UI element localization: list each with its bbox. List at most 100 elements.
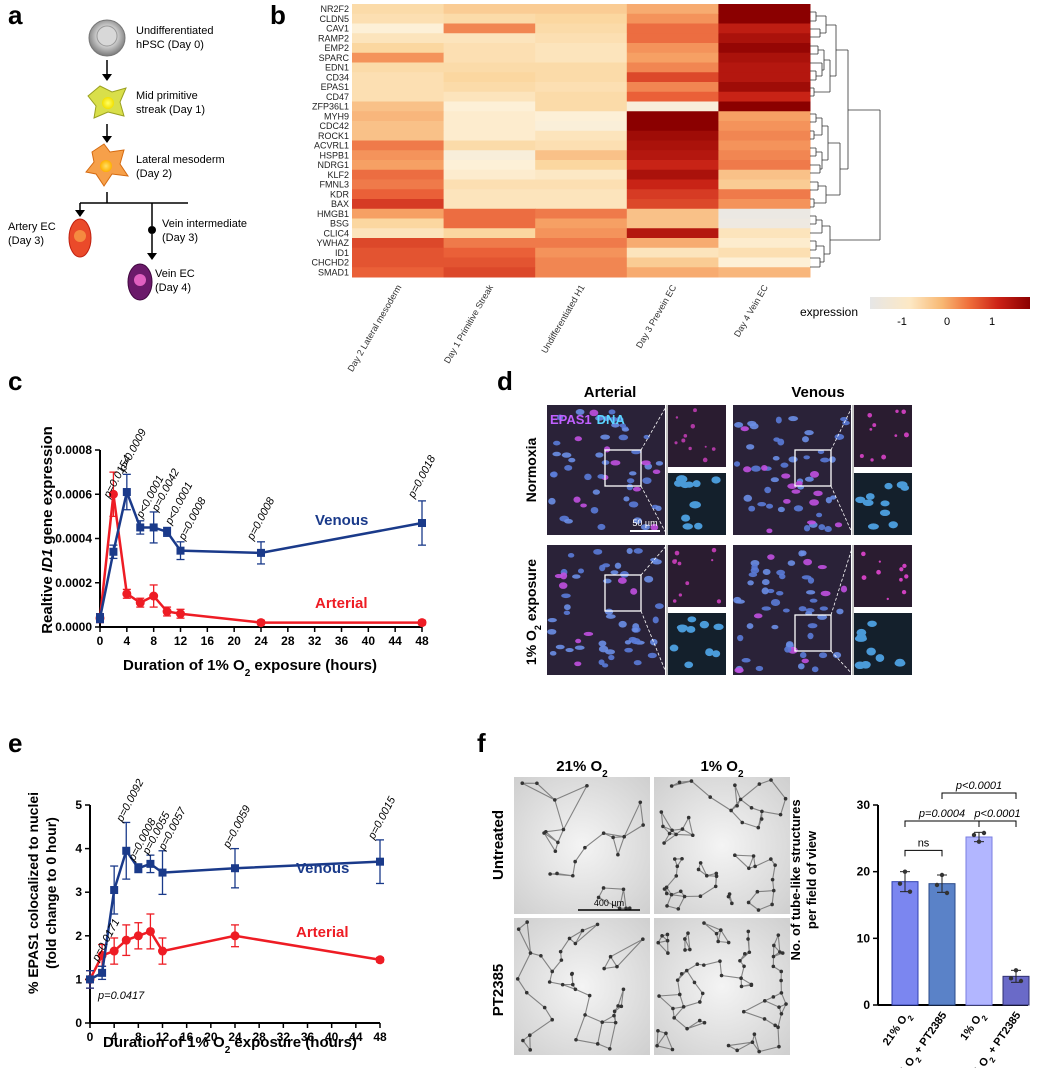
epas1-spot <box>904 574 909 579</box>
nucleus <box>552 451 562 457</box>
cell-cluster <box>521 1038 525 1043</box>
cell-cluster <box>612 1009 617 1014</box>
gene-label: BSG <box>330 219 349 229</box>
panel-f-col-1: 1% O2 <box>700 758 744 780</box>
heatmap-cell <box>535 72 628 83</box>
epas1-colocalization-chart: 0 4 8 12 16 20 24 28 32 36 40 44 48012345p=0.0171p=0… <box>75 777 398 1044</box>
y-tick-label: 3 <box>75 885 82 899</box>
heatmap-cell <box>443 238 536 249</box>
heatmap-cell <box>535 257 628 268</box>
heatmap-cell <box>626 101 719 112</box>
p-value-label: p=0.0009 <box>116 427 149 474</box>
cell-cluster <box>688 947 692 952</box>
nucleus <box>583 631 594 637</box>
heatmap-cell <box>626 189 719 200</box>
nucleus <box>782 608 790 613</box>
epas1-spot <box>870 458 874 462</box>
cell-cluster <box>686 931 690 936</box>
cell-cluster <box>735 1048 739 1053</box>
heatmap-cell <box>626 218 719 229</box>
epas1-spot <box>683 434 688 438</box>
nucleus <box>784 646 792 653</box>
x-tick-label: 40 <box>362 634 376 648</box>
panel-d-scalebar-label: 50 µm <box>632 518 657 528</box>
heatmap-cell <box>352 267 445 278</box>
nucleus <box>574 661 582 667</box>
cell-cluster <box>735 803 739 808</box>
cell-cluster <box>739 976 743 981</box>
replicate-point <box>981 830 987 836</box>
heatmap-cell <box>626 23 719 34</box>
cell-cluster <box>561 827 566 832</box>
legend-tick-neg1: -1 <box>897 316 907 328</box>
p-value-label: p=0.0059 <box>221 804 254 851</box>
nucleus <box>561 593 571 599</box>
dna-nucleus <box>867 620 877 627</box>
nucleus <box>840 416 848 422</box>
cell-cluster <box>569 972 574 976</box>
gene-label: KDR <box>330 189 350 199</box>
nucleus <box>771 624 779 630</box>
x-tick-label: 24 <box>254 634 268 648</box>
nucleus <box>610 460 621 466</box>
sig-label: ns <box>918 837 930 849</box>
heatmap-cell <box>535 140 628 151</box>
data-point <box>163 527 172 536</box>
cell-cluster <box>771 995 776 999</box>
heatmap-cell <box>352 160 445 171</box>
cell-cluster <box>611 835 615 840</box>
nucleus <box>628 636 637 643</box>
data-point <box>96 614 104 623</box>
heatmap-cell <box>535 169 628 180</box>
sig-bracket <box>941 792 1017 799</box>
nucleus <box>619 423 626 428</box>
nucleus <box>563 610 571 616</box>
heatmap-cell <box>352 111 445 122</box>
cell-cluster <box>746 937 750 941</box>
dna-nucleus <box>854 635 867 642</box>
cell-cluster <box>749 805 754 810</box>
data-point <box>110 886 119 895</box>
nucleus <box>557 414 564 421</box>
cell-cluster <box>548 872 552 876</box>
y-tick-label: 1 <box>75 972 82 986</box>
nucleus <box>560 572 568 580</box>
dna-nucleus <box>879 509 891 517</box>
heatmap-cell <box>718 160 811 171</box>
gene-label: EDN1 <box>325 63 349 73</box>
x-tick-label: 0 <box>87 1030 94 1044</box>
cell-cluster <box>573 987 578 992</box>
heatmap-cell <box>718 199 811 210</box>
nucleus <box>626 483 634 491</box>
epas1-spot <box>685 581 690 586</box>
cell-cluster <box>573 859 577 864</box>
nucleus <box>783 498 791 504</box>
cell-cluster <box>615 964 619 969</box>
replicate-point <box>976 839 982 844</box>
nucleus <box>825 496 832 504</box>
heatmap-cell <box>352 140 445 151</box>
cell-cluster <box>776 933 781 937</box>
cell-cluster <box>739 984 744 989</box>
heatmap-cell <box>626 111 719 122</box>
replicate-point <box>1013 968 1019 973</box>
nucleus <box>614 562 622 569</box>
replicate-point <box>944 890 950 896</box>
replicate-point <box>902 869 908 874</box>
cell-cluster <box>672 857 677 861</box>
nucleus <box>643 434 650 440</box>
nucleus <box>620 570 629 578</box>
epas1-spot <box>861 551 866 557</box>
nucleus <box>633 660 642 666</box>
heatmap-cell <box>626 169 719 180</box>
data-point <box>230 931 240 941</box>
x-tick-label: 40 <box>325 1030 339 1044</box>
heatmap-cell <box>718 189 811 200</box>
nucleus <box>734 667 744 674</box>
nucleus <box>795 480 803 487</box>
heatmap-cell <box>352 43 445 54</box>
zoom-box <box>604 574 642 612</box>
cell-cluster <box>542 1005 547 1010</box>
cell-cluster <box>664 1031 668 1036</box>
